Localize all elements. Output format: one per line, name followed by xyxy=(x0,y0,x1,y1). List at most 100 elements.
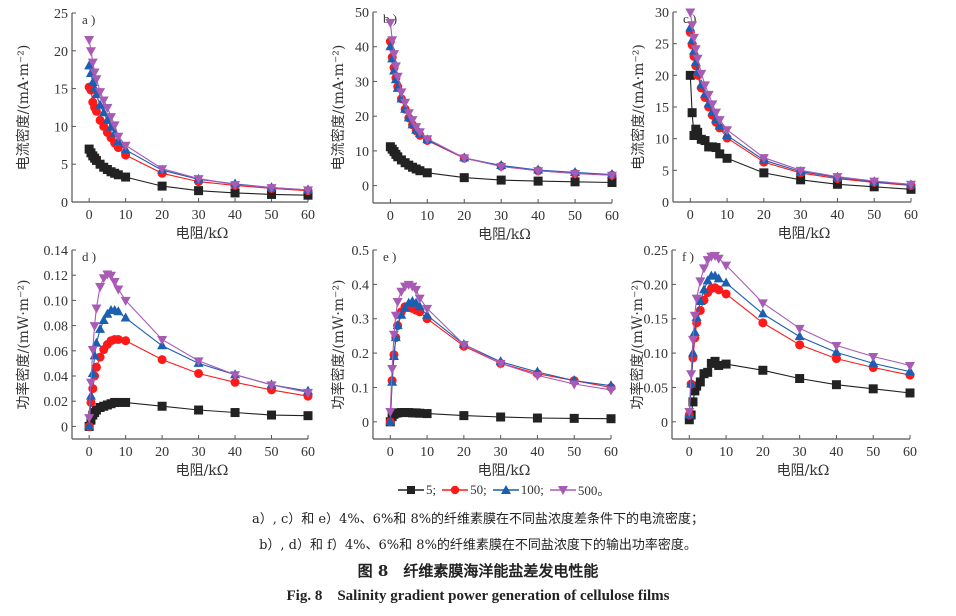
x-tick-label: 10 xyxy=(720,208,734,223)
data-point xyxy=(759,168,769,178)
y-tick-label: 10 xyxy=(655,133,669,148)
data-point xyxy=(120,312,131,322)
data-point xyxy=(415,408,425,418)
legend: 5; 50; 100; 500。 xyxy=(396,480,614,499)
y-tick-label: 0.02 xyxy=(44,395,69,410)
legend-label: 50; xyxy=(470,481,487,497)
x-tick-label: 0 xyxy=(86,208,93,223)
data-point xyxy=(113,334,123,344)
panel-5: 0 10 20 30 40 50 60 0 0.05 0.10 0.15 0.20 0.25 电阻/kΩ 功… xyxy=(629,244,917,479)
circle-marker-icon xyxy=(442,485,469,494)
data-point xyxy=(84,420,95,430)
y-axis-label: 电流密度/(mA·m⁻²) xyxy=(630,44,647,170)
data-point xyxy=(695,277,706,287)
x-tick-label: 10 xyxy=(420,445,434,460)
data-point xyxy=(415,166,425,176)
series-100 xyxy=(684,270,915,419)
x-tick-label: 20 xyxy=(155,208,169,223)
x-tick-label: 0 xyxy=(86,445,93,460)
data-point xyxy=(831,342,842,352)
data-point xyxy=(699,264,710,274)
data-point xyxy=(120,141,131,151)
data-point xyxy=(702,275,713,285)
data-point xyxy=(459,411,469,421)
data-point xyxy=(109,121,120,131)
x-tick-label: 10 xyxy=(719,445,733,460)
legend-item-500: 500。 xyxy=(548,480,611,499)
data-point xyxy=(868,353,879,363)
data-point xyxy=(85,47,96,57)
data-point xyxy=(688,397,698,407)
y-tick-label: 0.25 xyxy=(644,244,669,259)
data-point xyxy=(532,371,543,381)
data-point xyxy=(385,18,396,28)
data-point xyxy=(684,408,695,418)
data-point xyxy=(303,186,313,196)
data-point xyxy=(387,376,398,386)
data-point xyxy=(721,277,732,287)
data-point xyxy=(95,323,106,333)
data-point xyxy=(496,412,506,422)
y-tick-label: 0.10 xyxy=(644,347,669,362)
y-tick-label: 0 xyxy=(661,416,668,431)
data-point xyxy=(703,367,713,377)
data-point xyxy=(194,405,204,415)
data-point xyxy=(459,154,470,164)
series-500 xyxy=(84,270,313,424)
data-point xyxy=(392,72,403,82)
x-axis-label: 电阻/kΩ xyxy=(176,226,229,242)
data-point xyxy=(98,315,109,325)
x-tick-label: 20 xyxy=(457,445,471,460)
data-point xyxy=(757,308,768,318)
legend-item-5: 5; xyxy=(396,482,436,498)
data-point xyxy=(707,100,718,110)
data-point xyxy=(85,390,96,400)
data-point xyxy=(390,311,401,321)
x-tick-label: 30 xyxy=(794,208,808,223)
x-tick-label: 50 xyxy=(265,445,279,460)
data-point xyxy=(113,306,124,316)
data-point xyxy=(95,352,105,362)
y-tick-label: 25 xyxy=(54,7,68,22)
data-point xyxy=(690,45,701,55)
data-point xyxy=(714,116,725,126)
triangle-down-marker-icon xyxy=(549,485,576,495)
data-point xyxy=(459,173,469,183)
data-point xyxy=(422,135,433,145)
x-axis-label: 电阻/kΩ xyxy=(777,463,830,479)
panel-2: 0 10 20 30 40 50 60 0 5 10 15 20 25 30 电阻/kΩ 电流密度/(mA·m… xyxy=(630,6,918,242)
x-axis-label: 电阻/kΩ xyxy=(478,227,531,243)
data-point xyxy=(113,170,123,180)
data-point xyxy=(689,326,700,336)
data-point xyxy=(84,60,95,70)
x-tick-label: 10 xyxy=(119,445,133,460)
x-tick-label: 50 xyxy=(866,445,880,460)
x-tick-label: 40 xyxy=(530,445,544,460)
data-point xyxy=(713,273,724,283)
data-point xyxy=(414,301,425,311)
y-tick-label: 0.4 xyxy=(352,278,370,293)
data-point xyxy=(906,180,916,190)
legend-label: 500。 xyxy=(577,483,611,498)
data-point xyxy=(95,88,106,98)
y-tick-label: 0.20 xyxy=(644,278,669,293)
data-point xyxy=(388,351,399,361)
x-tick-label: 20 xyxy=(155,445,169,460)
data-point xyxy=(95,99,106,109)
data-point xyxy=(411,123,422,133)
data-point xyxy=(230,188,240,198)
data-point xyxy=(869,177,880,187)
data-point xyxy=(533,176,543,186)
y-axis-label: 电流密度/(mA·m⁻²) xyxy=(15,45,32,171)
series-500 xyxy=(684,251,915,418)
y-tick-label: 0 xyxy=(362,416,369,431)
data-point xyxy=(687,347,698,357)
data-point xyxy=(388,330,399,340)
data-point xyxy=(496,175,506,185)
series-500 xyxy=(685,8,916,190)
x-tick-label: 40 xyxy=(830,208,844,223)
data-point xyxy=(396,309,407,319)
data-point xyxy=(113,132,124,142)
y-tick-label: 0.14 xyxy=(44,244,69,259)
y-tick-label: 40 xyxy=(355,41,369,56)
